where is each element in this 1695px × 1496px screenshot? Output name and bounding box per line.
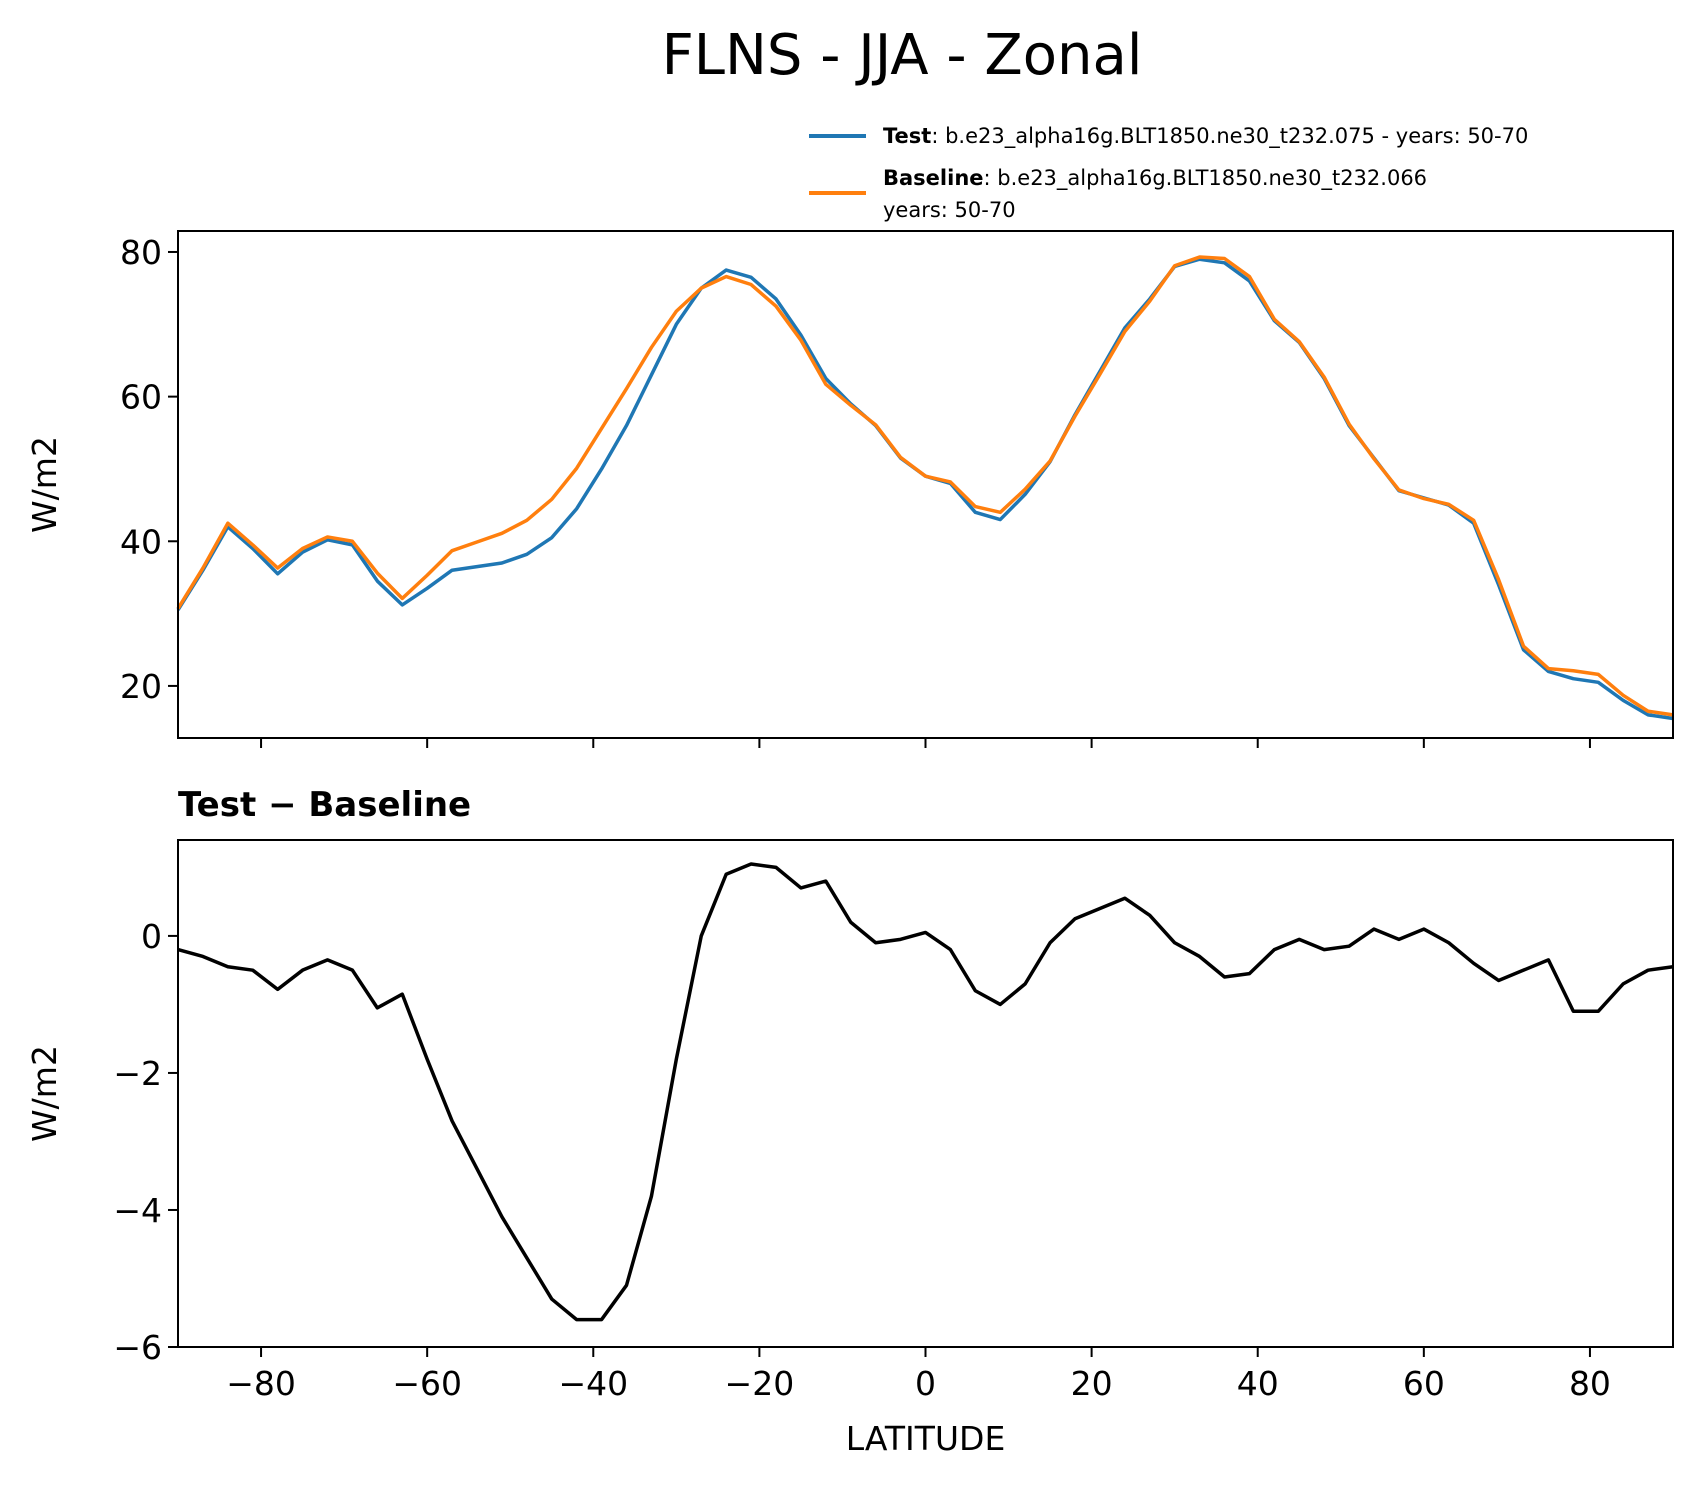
legend-name: Test	[883, 124, 931, 148]
y-tick-label: 80	[120, 233, 162, 272]
series-line	[176, 255, 1674, 717]
x-tick-label: 20	[1071, 1364, 1113, 1403]
x-axis-label: LATITUDE	[846, 1419, 1006, 1458]
legend-text: : b.e23_alpha16g.BLT1850.ne30_t232.075 -…	[931, 124, 1528, 149]
x-tick-label: −40	[558, 1364, 628, 1403]
y-tick-label: −4	[113, 1191, 162, 1230]
legend-text: years: 50-70	[883, 198, 1016, 222]
series-line	[177, 862, 1674, 1322]
y-axis-label: W/m2	[25, 436, 64, 533]
y-tick-label: 40	[120, 522, 162, 561]
axes-frame	[177, 230, 1674, 739]
figure-title: FLNS - JJA - Zonal	[662, 23, 1143, 88]
y-axis-label: W/m2	[25, 1045, 64, 1142]
legend-label: Test: b.e23_alpha16g.BLT1850.ne30_t232.0…	[883, 124, 1528, 149]
x-tick-label: 80	[1569, 1364, 1611, 1403]
legend-text: : b.e23_alpha16g.BLT1850.ne30_t232.066	[984, 166, 1428, 191]
subplot-title: Test − Baseline	[178, 785, 471, 825]
x-tick-label: −20	[725, 1364, 795, 1403]
x-tick-label: 0	[915, 1364, 936, 1403]
y-tick-label: 20	[120, 667, 162, 706]
axes-frame	[177, 839, 1674, 1348]
x-tick-label: −80	[226, 1364, 296, 1403]
legend-name: Baseline	[883, 166, 984, 190]
x-tick-label: 60	[1403, 1364, 1445, 1403]
y-tick-label: −6	[113, 1328, 162, 1367]
legend-label: Baseline: b.e23_alpha16g.BLT1850.ne30_t2…	[883, 166, 1427, 191]
y-tick-label: −2	[113, 1054, 162, 1093]
y-tick-label: 0	[141, 917, 162, 956]
x-tick-label: −60	[392, 1364, 462, 1403]
legend-label: years: 50-70	[883, 198, 1016, 222]
x-tick-label: 40	[1237, 1364, 1279, 1403]
y-tick-label: 60	[120, 378, 162, 417]
